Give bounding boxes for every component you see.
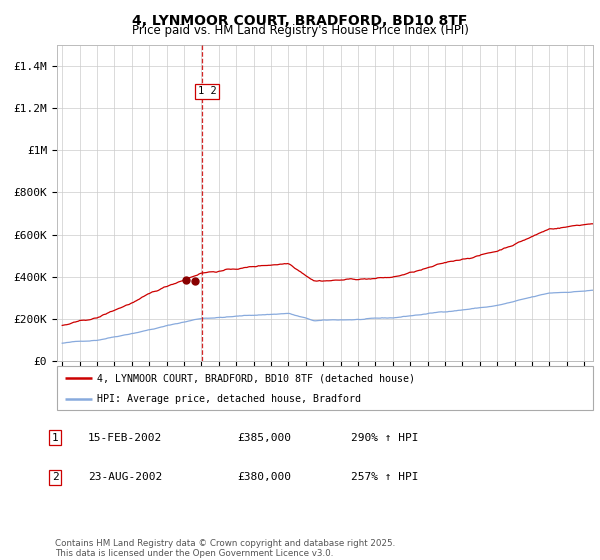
Text: £380,000: £380,000 [237, 472, 291, 482]
Text: 2: 2 [52, 472, 59, 482]
Text: 23-AUG-2002: 23-AUG-2002 [88, 472, 163, 482]
Text: Contains HM Land Registry data © Crown copyright and database right 2025.
This d: Contains HM Land Registry data © Crown c… [55, 539, 395, 558]
Text: 257% ↑ HPI: 257% ↑ HPI [351, 472, 419, 482]
Text: Price paid vs. HM Land Registry's House Price Index (HPI): Price paid vs. HM Land Registry's House … [131, 24, 469, 37]
Text: £385,000: £385,000 [237, 433, 291, 443]
Text: 4, LYNMOOR COURT, BRADFORD, BD10 8TF (detached house): 4, LYNMOOR COURT, BRADFORD, BD10 8TF (de… [97, 374, 415, 384]
Text: 15-FEB-2002: 15-FEB-2002 [88, 433, 163, 443]
Text: HPI: Average price, detached house, Bradford: HPI: Average price, detached house, Brad… [97, 394, 361, 404]
Text: 4, LYNMOOR COURT, BRADFORD, BD10 8TF: 4, LYNMOOR COURT, BRADFORD, BD10 8TF [133, 14, 467, 28]
Text: 1 2: 1 2 [198, 86, 217, 96]
Text: 1: 1 [52, 433, 59, 443]
Text: 290% ↑ HPI: 290% ↑ HPI [351, 433, 419, 443]
FancyBboxPatch shape [57, 366, 593, 410]
